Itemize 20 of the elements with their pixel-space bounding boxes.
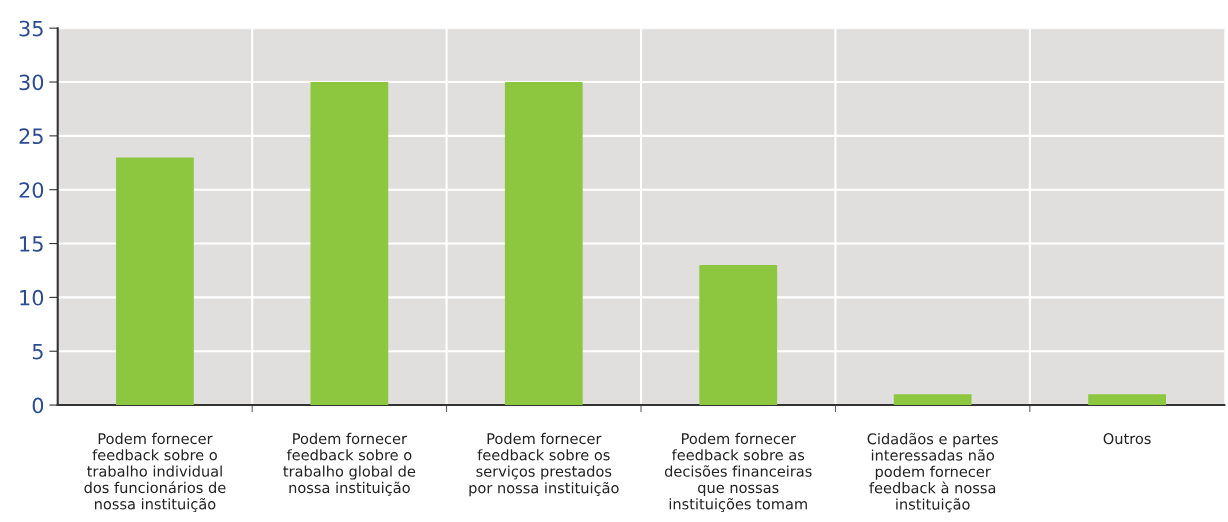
x-tick-label: Podem fornecer feedback sobre o trabalho global de nossa instituição: [283, 432, 416, 496]
y-tick-label: 25: [19, 128, 43, 145]
bar: [893, 394, 972, 406]
bar: [504, 82, 583, 406]
x-tick-label: Podem fornecer feedback sobre o trabalho individual dos funcionários de nossa instituição: [84, 432, 226, 513]
y-tick-label: 30: [19, 74, 44, 91]
y-tick-label: 0: [32, 397, 44, 414]
x-tick-label: Podem fornecer feedback sobre as decisões financeiras que nossas instituições tomam: [664, 432, 812, 513]
bar: [116, 157, 194, 406]
bar: [699, 265, 778, 406]
bar: [310, 82, 389, 406]
y-tick-label: 10: [20, 289, 44, 306]
y-tick-label: 15: [20, 236, 43, 252]
bar: [1088, 394, 1166, 406]
x-tick-label: Podem fornecer feedback sobre os serviços prestados por nossa instituição: [469, 432, 619, 497]
y-tick-label: 5: [32, 343, 43, 360]
x-tick-label: Outros: [1103, 433, 1151, 445]
y-tick-label: 35: [19, 20, 43, 37]
y-tick-label: 20: [19, 182, 44, 198]
x-tick-label: Cidadãos e partes interessadas não podem fornecer feedback à nossa instituição: [867, 432, 998, 513]
